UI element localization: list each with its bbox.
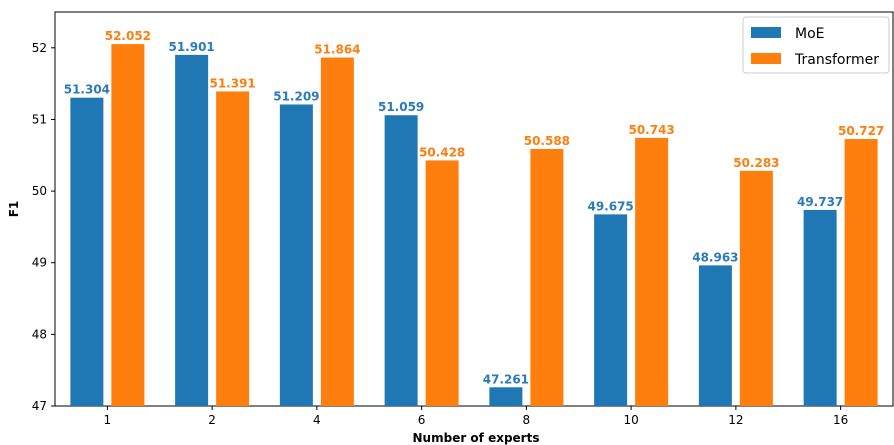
y-tick-label: 51	[32, 112, 47, 126]
legend-label-transformer: Transformer	[794, 52, 879, 68]
x-tick-label: 10	[623, 413, 638, 427]
data-label-transformer: 52.052	[105, 29, 151, 43]
bar-moe	[175, 54, 209, 406]
bar-moe	[384, 115, 418, 406]
bar-moe	[594, 214, 628, 406]
bar-moe	[279, 104, 313, 406]
bar-transformer	[216, 91, 250, 406]
x-axis-label: Number of experts	[413, 431, 540, 445]
data-label-transformer: 51.391	[209, 76, 255, 90]
bar-transformer	[320, 57, 354, 406]
data-label-transformer: 50.743	[628, 123, 674, 137]
y-axis-label: F1	[7, 201, 21, 218]
bar-transformer	[530, 148, 564, 406]
data-label-moe: 49.737	[797, 195, 843, 209]
bar-transformer	[635, 137, 669, 406]
legend-label-moe: MoE	[795, 26, 825, 42]
data-label-moe: 47.261	[483, 372, 529, 386]
data-label-moe: 51.304	[64, 83, 110, 97]
y-tick-label: 49	[32, 256, 47, 270]
legend-swatch-transformer	[751, 53, 781, 64]
data-label-transformer: 50.588	[524, 134, 570, 148]
data-label-transformer: 50.428	[419, 145, 465, 159]
bar-transformer	[111, 44, 145, 407]
y-axis: 47 48 49 50 51 52	[32, 41, 55, 413]
x-tick-label: 4	[313, 413, 321, 427]
legend-swatch-moe	[751, 27, 781, 38]
y-tick-label: 48	[32, 327, 47, 341]
data-label-moe: 51.901	[168, 40, 214, 54]
y-tick-label: 52	[32, 41, 47, 55]
bar-transformer	[739, 170, 773, 406]
bars	[70, 44, 878, 407]
legend: MoE Transformer	[742, 16, 890, 74]
bar-moe	[698, 265, 732, 406]
x-tick-label: 12	[728, 413, 743, 427]
data-labels: 51.304 52.052 51.901 51.391 51.209 51.864 51.0…	[64, 29, 885, 386]
y-tick-label: 47	[32, 399, 47, 413]
data-label-moe: 48.963	[692, 250, 738, 264]
x-tick-label: 6	[418, 413, 426, 427]
x-tick-label: 8	[523, 413, 531, 427]
y-tick-label: 50	[32, 184, 47, 198]
bar-transformer	[425, 160, 459, 406]
data-label-transformer: 50.283	[733, 156, 779, 170]
data-label-transformer: 51.864	[314, 43, 360, 57]
data-label-moe: 51.209	[273, 89, 319, 103]
x-axis: 1 2 4 6 8 10 12 16	[104, 406, 848, 427]
x-tick-label: 2	[208, 413, 216, 427]
bar-moe	[70, 97, 104, 406]
data-label-moe: 51.059	[378, 100, 424, 114]
bar-transformer	[844, 139, 878, 406]
data-label-transformer: 50.727	[838, 124, 884, 138]
data-label-moe: 49.675	[587, 199, 633, 213]
bar-moe	[489, 387, 523, 406]
x-tick-label: 16	[833, 413, 848, 427]
bar-moe	[803, 209, 837, 406]
x-tick-label: 1	[104, 413, 112, 427]
